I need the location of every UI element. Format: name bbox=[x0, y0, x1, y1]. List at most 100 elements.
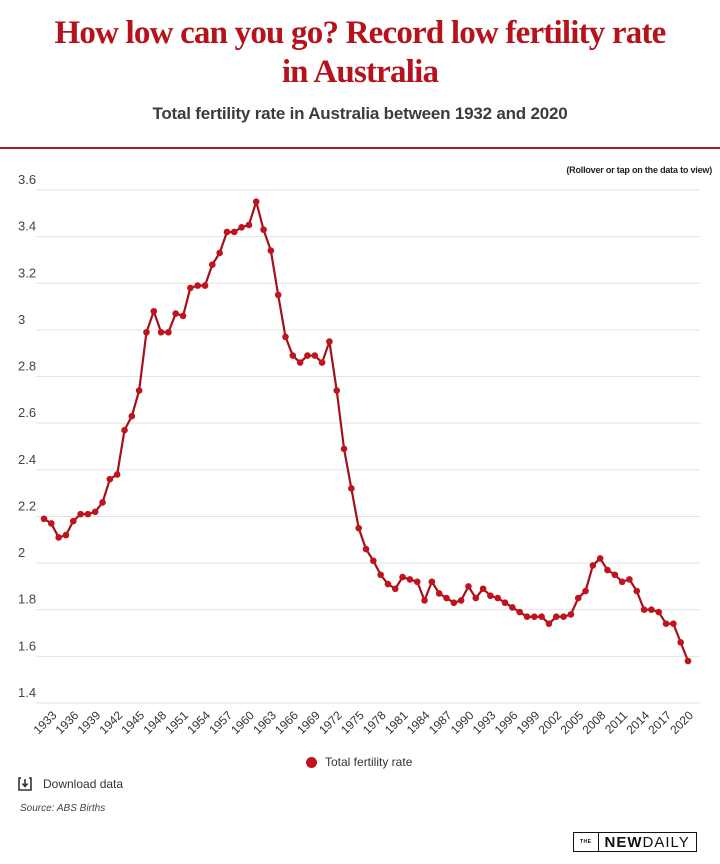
data-point[interactable]: 2020: 1.58 bbox=[684, 657, 692, 665]
data-point[interactable]: 1936: 2.18 bbox=[69, 517, 77, 525]
data-point[interactable]: 1947: 3.08 bbox=[150, 307, 158, 315]
data-point[interactable]: 1989: 1.84 bbox=[457, 597, 465, 604]
legend[interactable]: Total fertility rate bbox=[306, 755, 412, 769]
data-point[interactable]: 2010: 1.95 bbox=[611, 571, 619, 579]
data-point[interactable]: 1955: 3.28 bbox=[209, 261, 216, 268]
data-point[interactable]: 1962: 3.43 bbox=[260, 226, 267, 233]
data-point[interactable]: 1998: 1.77 bbox=[523, 613, 531, 621]
data-point[interactable]: 2003: 1.77 bbox=[560, 613, 567, 621]
gridlines bbox=[36, 189, 700, 704]
data-point[interactable]: 1967: 2.86 bbox=[296, 359, 304, 366]
data-point[interactable]: 1949: 2.99 bbox=[165, 328, 172, 336]
data-point[interactable]: 1959: 3.44 bbox=[238, 224, 245, 231]
data-point[interactable]: 1965: 2.97 bbox=[282, 333, 289, 341]
data-point[interactable]: 1981: 1.94 bbox=[399, 573, 406, 581]
data-point[interactable]: 1940: 2.26 bbox=[99, 499, 106, 506]
data-point[interactable]: 2006: 1.88 bbox=[582, 587, 589, 595]
x-tick-label: 1945 bbox=[118, 708, 147, 737]
data-point[interactable]: 1948: 2.99 bbox=[157, 328, 165, 336]
data-point[interactable]: 1988: 1.83 bbox=[450, 599, 458, 607]
data-point[interactable]: 2007: 1.99 bbox=[589, 562, 597, 569]
data-point[interactable]: 2009: 1.97 bbox=[604, 566, 611, 574]
data-point[interactable]: 1935: 2.12 bbox=[62, 531, 70, 539]
header-divider bbox=[0, 147, 720, 149]
data-point[interactable]: 2004: 1.78 bbox=[567, 611, 575, 618]
data-point[interactable]: 1961: 3.55 bbox=[252, 198, 260, 205]
data-point[interactable]: 1996: 1.81 bbox=[509, 604, 516, 611]
x-tick-label: 2020 bbox=[667, 708, 696, 737]
data-point[interactable]: 1987: 1.85 bbox=[443, 594, 450, 602]
data-point[interactable]: 1990: 1.9 bbox=[465, 583, 472, 590]
data-point[interactable]: 1995: 1.83 bbox=[501, 599, 509, 607]
x-tick-label: 1969 bbox=[294, 708, 323, 737]
data-point[interactable]: 1978: 1.95 bbox=[377, 571, 384, 579]
data-point[interactable]: 1941: 2.36 bbox=[106, 475, 114, 483]
data-point[interactable]: 1946: 2.99 bbox=[143, 328, 150, 336]
data-point[interactable]: 2005: 1.85 bbox=[574, 594, 582, 602]
data-point[interactable]: 1934: 2.11 bbox=[55, 534, 62, 541]
data-point[interactable]: 1993: 1.86 bbox=[487, 592, 494, 600]
data-point[interactable]: 2000: 1.77 bbox=[538, 613, 545, 621]
data-point[interactable]: 1984: 1.84 bbox=[421, 597, 428, 604]
data-point[interactable]: 1963: 3.34 bbox=[267, 247, 275, 254]
data-point[interactable]: 1969: 2.89 bbox=[311, 352, 319, 359]
x-tick-label: 2005 bbox=[558, 708, 587, 737]
data-point[interactable]: 2015: 1.8 bbox=[648, 606, 655, 614]
data-point[interactable]: 1937: 2.21 bbox=[77, 510, 84, 518]
data-point[interactable]: 2016: 1.79 bbox=[655, 608, 663, 616]
data-point[interactable]: 1957: 3.42 bbox=[223, 228, 231, 236]
data-point[interactable]: 1975: 2.15 bbox=[355, 524, 362, 532]
data-point[interactable]: 1939: 2.22 bbox=[91, 508, 99, 516]
data-point[interactable]: 1964: 3.15 bbox=[274, 291, 282, 299]
data-point[interactable]: 1944: 2.63 bbox=[128, 412, 136, 420]
data-point[interactable]: 2008: 2.02 bbox=[596, 555, 604, 562]
data-point[interactable]: 1942: 2.38 bbox=[113, 471, 121, 478]
data-point[interactable]: 1972: 2.74 bbox=[333, 387, 341, 394]
data-point[interactable]: 1956: 3.33 bbox=[216, 249, 223, 257]
data-point[interactable]: 1994: 1.85 bbox=[494, 594, 502, 602]
data-point[interactable]: 1980: 1.89 bbox=[391, 585, 399, 593]
data-point[interactable]: 1951: 3.06 bbox=[179, 312, 187, 320]
x-tick-label: 1960 bbox=[228, 708, 257, 737]
data-point[interactable]: 1985: 1.92 bbox=[428, 578, 436, 586]
data-point[interactable]: 1932: 2.19 bbox=[40, 515, 48, 523]
data-point[interactable]: 1960: 3.45 bbox=[245, 221, 253, 229]
data-point[interactable]: 2019: 1.66 bbox=[677, 639, 684, 646]
data-point[interactable]: 1974: 2.32 bbox=[348, 485, 355, 492]
data-point[interactable]: 2014: 1.8 bbox=[640, 606, 648, 614]
data-point[interactable]: 1977: 2.01 bbox=[370, 557, 377, 565]
data-point[interactable]: 1958: 3.42 bbox=[230, 228, 238, 236]
data-point[interactable]: 1986: 1.87 bbox=[435, 590, 443, 597]
data-point[interactable]: 1997: 1.79 bbox=[516, 608, 523, 616]
data-point[interactable]: 1952: 3.18 bbox=[187, 284, 194, 292]
interaction-hint: (Rollover or tap on the data to view) bbox=[566, 165, 712, 175]
data-point[interactable]: 1973: 2.49 bbox=[340, 445, 348, 453]
data-point[interactable]: 1954: 3.19 bbox=[201, 282, 209, 289]
data-point[interactable]: 1979: 1.91 bbox=[384, 580, 392, 588]
line-chart: 1.41.61.822.22.42.62.833.23.43.6 1933193… bbox=[18, 172, 700, 737]
data-point[interactable]: 1943: 2.57 bbox=[121, 426, 128, 434]
download-data-button[interactable]: Download data bbox=[18, 777, 123, 791]
data-point[interactable]: 1933: 2.17 bbox=[48, 520, 55, 527]
data-point[interactable]: 1976: 2.06 bbox=[362, 545, 370, 553]
data-point[interactable]: 1938: 2.21 bbox=[84, 510, 92, 518]
data-point[interactable]: 1983: 1.92 bbox=[413, 578, 421, 586]
data-point[interactable]: 1982: 1.93 bbox=[406, 576, 414, 583]
data-point[interactable]: 2018: 1.74 bbox=[670, 620, 677, 628]
data-point[interactable]: 1992: 1.89 bbox=[479, 585, 487, 593]
data-point[interactable]: 1991: 1.85 bbox=[472, 594, 480, 602]
data-point[interactable]: 2011: 1.92 bbox=[618, 578, 626, 586]
data-point[interactable]: 1999: 1.77 bbox=[531, 613, 538, 621]
data-point[interactable]: 1968: 2.89 bbox=[304, 352, 311, 359]
data-point[interactable]: 2012: 1.93 bbox=[626, 576, 633, 583]
data-point[interactable]: 1953: 3.19 bbox=[194, 282, 201, 289]
data-point[interactable]: 2001: 1.74 bbox=[545, 620, 553, 628]
data-point[interactable]: 2013: 1.88 bbox=[633, 587, 641, 595]
data-point[interactable]: 1945: 2.74 bbox=[135, 387, 143, 394]
data-point[interactable]: 1966: 2.89 bbox=[289, 352, 297, 359]
data-point[interactable]: 2017: 1.74 bbox=[662, 620, 670, 628]
data-point[interactable]: 1970: 2.86 bbox=[318, 359, 326, 366]
data-point[interactable]: 2002: 1.77 bbox=[552, 613, 560, 621]
data-point[interactable]: 1950: 3.07 bbox=[172, 310, 180, 317]
data-point[interactable]: 1971: 2.95 bbox=[326, 338, 333, 345]
